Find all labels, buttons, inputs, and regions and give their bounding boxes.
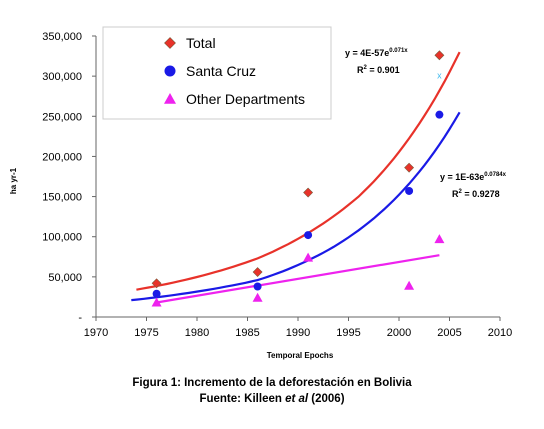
marker-1-0 <box>152 289 161 298</box>
y-tick-label: 100,000 <box>42 232 82 244</box>
y-tick-label: 300,000 <box>42 71 82 83</box>
x-tick-label: 1975 <box>134 327 158 339</box>
equation-1: y = 1E-63e0.0784x <box>440 172 507 182</box>
y-tick-label: 350,000 <box>42 31 82 43</box>
x-tick-label: 2005 <box>437 327 461 339</box>
marker-0-2 <box>303 187 314 198</box>
marker-1-4 <box>435 110 444 119</box>
legend-box <box>102 26 332 120</box>
x-tick-label: 1980 <box>185 327 209 339</box>
marker-0-0 <box>151 278 162 289</box>
equation-base: y = 4E-57e <box>345 48 389 58</box>
r-squared-0: R2 = 0.901 <box>357 65 400 75</box>
legend-marker-1 <box>164 65 176 77</box>
r-sup: 2 <box>459 189 463 195</box>
marker-0-1 <box>252 267 263 277</box>
trendline-2 <box>156 254 440 304</box>
y-axis-title: ha yr-1 <box>9 167 18 194</box>
r-sup: 2 <box>364 65 368 71</box>
y-tick-label: 250,000 <box>42 111 82 123</box>
marker-0-3 <box>404 162 415 173</box>
r-value: = 0.9278 <box>462 189 500 199</box>
marker-2-0 <box>151 297 162 307</box>
x-tick-label: 1985 <box>235 327 259 339</box>
x-tick-label: 1970 <box>84 327 108 339</box>
axes: 1970 1975 1980 1985 1990 1995 2000 2005 2010 - 50,… <box>42 31 512 339</box>
y-tick-label: 50,000 <box>48 272 82 284</box>
legend-marker-0 <box>164 37 176 49</box>
r-squared-1: R2 = 0.9278 <box>452 189 500 199</box>
legend: Total Santa Cruz Other Departments <box>102 26 332 120</box>
legend-label-0: Total <box>186 35 216 51</box>
data-markers: x <box>151 50 445 307</box>
x-tick-label: 2000 <box>387 327 411 339</box>
equation-base: y = 1E-63e <box>440 172 484 182</box>
equation-exponent: 0.071x <box>389 48 408 54</box>
x-tick-label: 1990 <box>286 327 310 339</box>
r-label: R <box>357 65 364 75</box>
marker-0-4 <box>434 50 445 61</box>
marker-1-2 <box>304 231 313 240</box>
figure-source: Fuente: Killeen et al (2006) <box>0 393 544 405</box>
equation-0: y = 4E-57e0.071x <box>345 48 408 58</box>
source-prefix: Fuente: Killeen <box>199 393 286 405</box>
x-tick-label: 2010 <box>488 327 512 339</box>
figure-caption: Figura 1: Incremento de la deforestación… <box>132 377 412 389</box>
marker-1-3 <box>405 186 414 195</box>
y-tick-label: - <box>78 312 82 324</box>
trendline-1 <box>131 111 461 302</box>
x-axis-title: Temporal Epochs <box>267 351 334 360</box>
legend-label-1: Santa Cruz <box>186 63 256 79</box>
equation-exponent: 0.0784x <box>484 172 506 178</box>
marker-2-1 <box>252 292 263 302</box>
marker-2-3 <box>404 280 415 290</box>
source-italic: et al <box>285 393 309 405</box>
legend-label-2: Other Departments <box>186 91 305 107</box>
y-tick-label: 200,000 <box>42 151 82 163</box>
marker-2-2 <box>303 252 314 262</box>
y-tick-label: 150,000 <box>42 192 82 204</box>
source-suffix: (2006) <box>308 393 345 405</box>
marker-1-1 <box>253 282 262 291</box>
extra-mark-0: x <box>437 70 442 80</box>
r-label: R <box>452 189 459 199</box>
marker-2-4 <box>434 234 445 244</box>
r-value: = 0.901 <box>367 65 400 75</box>
legend-marker-2 <box>164 93 176 104</box>
x-tick-label: 1995 <box>336 327 360 339</box>
